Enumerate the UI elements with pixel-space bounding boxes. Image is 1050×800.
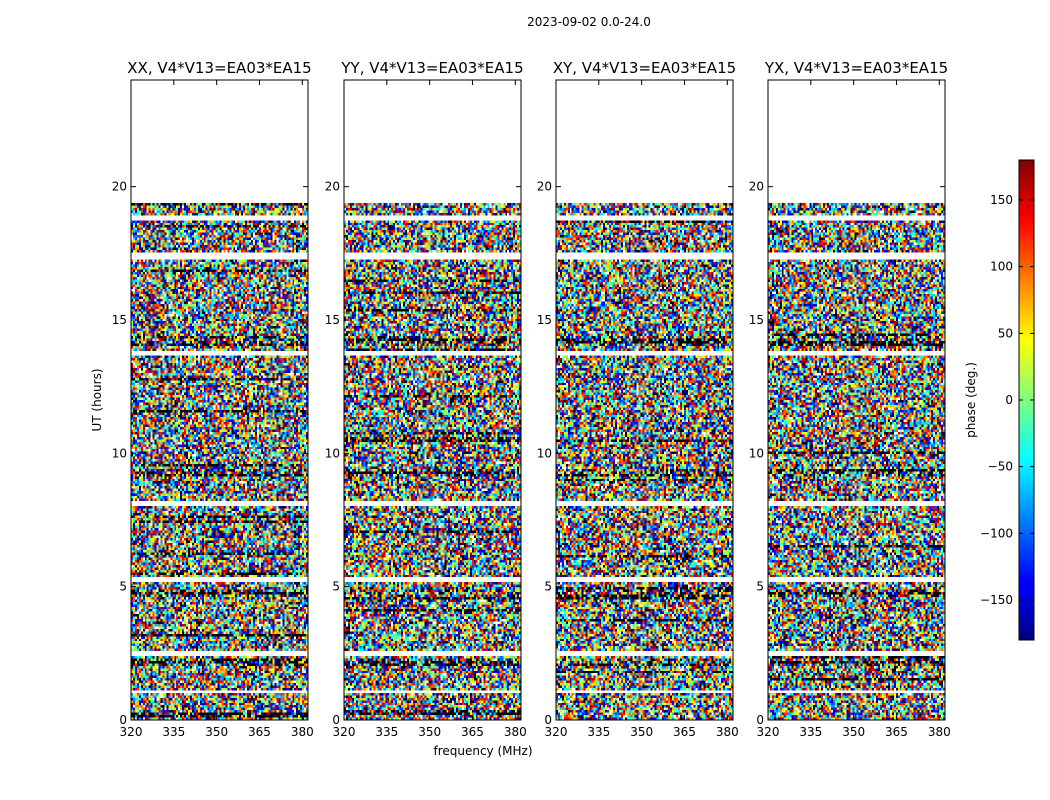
x-tick-label: 365 xyxy=(673,725,696,739)
panel-frame xyxy=(343,79,522,721)
y-tick-label: 20 xyxy=(749,180,764,194)
panel-heatmap xyxy=(344,80,521,720)
y-tick-label: 20 xyxy=(537,180,552,194)
panels: XX, V4*V13=EA03*EA15 320 335 350 365 380 0 5 10 1… xyxy=(112,59,951,739)
x-tick-label: 335 xyxy=(375,725,398,739)
y-tick-label: 15 xyxy=(749,313,764,327)
y-tick-label: 10 xyxy=(112,446,127,460)
panel-title: XY, V4*V13=EA03*EA15 xyxy=(553,59,736,77)
colorbar-tick-label: −50 xyxy=(988,460,1013,474)
colorbar-tick-label: 0 xyxy=(1005,393,1013,407)
x-tick-label: 335 xyxy=(799,725,822,739)
colorbar-ticks: 150 100 50 0 −50 −100 −150 xyxy=(980,193,1034,607)
y-tick-label: 5 xyxy=(332,580,340,594)
colorbar-label: phase (deg.) xyxy=(964,362,978,438)
y-tick-label: 10 xyxy=(537,446,552,460)
x-tick-label: 320 xyxy=(333,725,356,739)
y-tick-label: 15 xyxy=(537,313,552,327)
x-tick-label: 350 xyxy=(842,725,865,739)
x-tick-label: 350 xyxy=(205,725,228,739)
x-tick-label: 380 xyxy=(504,725,527,739)
y-tick-label: 15 xyxy=(112,313,127,327)
panel-3: XY, V4*V13=EA03*EA15 320 335 350 365 380 0 5 10 1… xyxy=(537,59,739,739)
x-tick-label: 335 xyxy=(162,725,185,739)
x-tick-label: 320 xyxy=(757,725,780,739)
panel-2: YY, V4*V13=EA03*EA15 320 335 350 365 380 0 5 10 1… xyxy=(325,59,527,739)
x-tick-label: 380 xyxy=(291,725,314,739)
colorbar: 150 100 50 0 −50 −100 −150 xyxy=(980,159,1035,641)
panel-heatmap xyxy=(556,80,733,720)
panel-heatmap xyxy=(768,80,945,720)
x-tick-label: 335 xyxy=(587,725,610,739)
x-tick-label: 380 xyxy=(928,725,951,739)
panel-title: XX, V4*V13=EA03*EA15 xyxy=(127,59,311,77)
y-tick-label: 10 xyxy=(749,446,764,460)
colorbar-tick-label: 50 xyxy=(998,326,1013,340)
colorbar-tick-label: 150 xyxy=(990,193,1013,207)
y-tick-label: 10 xyxy=(325,446,340,460)
x-tick-label: 320 xyxy=(545,725,568,739)
y-tick-label: 0 xyxy=(756,713,764,727)
panel-4: YX, V4*V13=EA03*EA15 320 335 350 365 380 0 5 10 1… xyxy=(749,59,951,739)
x-tick-label: 380 xyxy=(716,725,739,739)
x-tick-label: 350 xyxy=(630,725,653,739)
panel-1: XX, V4*V13=EA03*EA15 320 335 350 365 380 0 5 10 1… xyxy=(112,59,314,739)
y-tick-label: 0 xyxy=(544,713,552,727)
y-tick-label: 20 xyxy=(112,180,127,194)
y-tick-label: 15 xyxy=(325,313,340,327)
y-tick-label: 5 xyxy=(119,580,127,594)
y-tick-label: 5 xyxy=(544,580,552,594)
panel-title: YY, V4*V13=EA03*EA15 xyxy=(340,59,523,77)
x-tick-label: 350 xyxy=(418,725,441,739)
panel-title: YX, V4*V13=EA03*EA15 xyxy=(764,59,948,77)
colorbar-tick-label: −150 xyxy=(980,593,1013,607)
y-tick-label: 0 xyxy=(332,713,340,727)
y-axis-label: UT (hours) xyxy=(90,368,104,431)
x-tick-label: 365 xyxy=(461,725,484,739)
y-tick-label: 5 xyxy=(756,580,764,594)
x-tick-label: 365 xyxy=(885,725,908,739)
panel-frame xyxy=(767,79,946,721)
colorbar-tick-label: 100 xyxy=(990,260,1013,274)
y-tick-label: 0 xyxy=(119,713,127,727)
figure-title: 2023-09-02 0.0-24.0 xyxy=(527,15,651,29)
panel-frame xyxy=(130,79,309,721)
x-tick-label: 320 xyxy=(120,725,143,739)
colorbar-tick-label: −100 xyxy=(980,526,1013,540)
x-tick-label: 365 xyxy=(248,725,271,739)
panel-frame xyxy=(555,79,734,721)
x-axis-label: frequency (MHz) xyxy=(433,744,532,758)
panel-heatmap xyxy=(131,80,308,720)
y-tick-label: 20 xyxy=(325,180,340,194)
